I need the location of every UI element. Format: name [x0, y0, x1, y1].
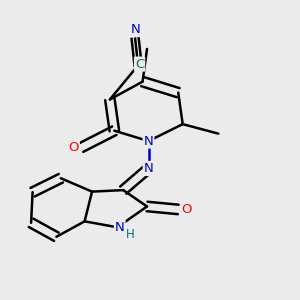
Text: O: O	[181, 203, 192, 216]
Text: N: N	[130, 23, 140, 36]
Text: H: H	[125, 228, 134, 241]
Text: C: C	[135, 58, 144, 70]
Text: N: N	[144, 162, 153, 175]
Text: N: N	[144, 135, 153, 148]
Text: O: O	[68, 141, 79, 154]
Text: N: N	[115, 221, 124, 234]
